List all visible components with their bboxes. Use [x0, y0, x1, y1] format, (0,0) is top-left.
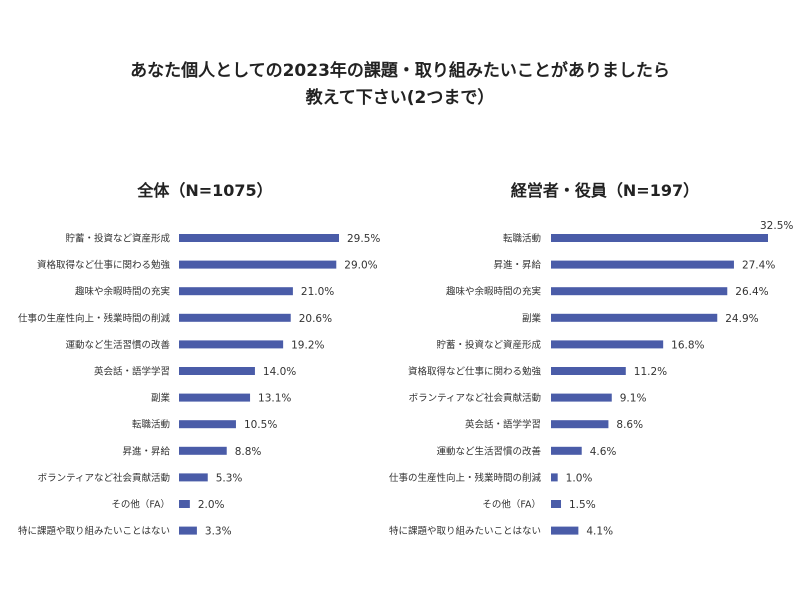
chart-title-executives: 経営者・役員（N=197）: [510, 181, 700, 200]
category-label-overall: 貯蓄・投資など資産形成: [65, 233, 170, 245]
bar-executives: [551, 367, 626, 375]
value-label-overall: 29.5%: [347, 233, 380, 245]
category-label-overall: 運動など生活習慣の改善: [65, 339, 170, 351]
bar-executives: [551, 260, 734, 269]
category-label-overall: 資格取得など仕事に関わる勉強: [37, 259, 171, 271]
bar-executives: [551, 287, 728, 296]
value-label-executives: 4.6%: [590, 446, 617, 458]
bar-executives: [551, 313, 718, 322]
category-label-overall: 趣味や余暇時間の充実: [75, 286, 171, 298]
category-label-executives: その他（FA）: [482, 499, 541, 511]
category-label-executives: 趣味や余暇時間の充実: [446, 286, 542, 298]
category-label-executives: 運動など生活習慣の改善: [436, 445, 541, 457]
bar-executives: [551, 446, 582, 455]
value-label-executives: 32.5%: [760, 220, 793, 232]
category-label-executives: ボランティアなど社会貢献活動: [409, 392, 541, 404]
value-label-executives: 11.2%: [634, 366, 667, 378]
category-label-executives: 昇進・昇給: [493, 259, 541, 271]
main-title-line2: 教えて下さい(2つまで）: [305, 88, 495, 108]
bar-overall: [179, 526, 197, 535]
category-label-overall: 転職活動: [132, 419, 170, 431]
category-label-executives: 英会話・語学学習: [465, 419, 541, 431]
bar-overall: [179, 340, 284, 349]
main-title-line1: あなた個人としての2023年の課題・取り組みたいことがありましたら: [130, 61, 670, 81]
category-label-executives: 仕事の生産性向上・残業時間の削減: [389, 472, 542, 484]
category-label-executives: 資格取得など仕事に関わる勉強: [408, 366, 542, 378]
bar-overall: [179, 287, 293, 296]
bar-overall: [179, 234, 339, 242]
category-label-executives: 特に課題や取り組みたいことはない: [389, 525, 541, 537]
bar-overall: [179, 473, 208, 482]
value-label-overall: 21.0%: [301, 286, 334, 298]
value-label-overall: 29.0%: [344, 260, 377, 272]
category-label-executives: 貯蓄・投資など資産形成: [436, 339, 541, 351]
bar-executives: [551, 234, 768, 242]
value-label-executives: 1.0%: [566, 472, 593, 484]
chart-title-overall: 全体（N=1075）: [137, 181, 273, 200]
bar-executives: [551, 420, 609, 429]
bar-executives: [551, 340, 664, 349]
bar-executives: [551, 500, 562, 508]
value-label-overall: 19.2%: [291, 339, 324, 351]
value-label-overall: 10.5%: [244, 419, 277, 431]
category-label-overall: 副業: [151, 392, 171, 404]
value-label-executives: 27.4%: [742, 260, 775, 272]
bar-overall: [179, 500, 190, 508]
category-label-overall: 特に課題や取り組みたいことはない: [18, 525, 170, 537]
bar-overall: [179, 393, 251, 402]
bar-overall: [179, 260, 337, 269]
category-label-overall: 仕事の生産性向上・残業時間の削減: [18, 312, 171, 324]
category-label-overall: 昇進・昇給: [122, 445, 170, 457]
bar-overall: [179, 420, 236, 429]
value-label-executives: 9.1%: [620, 393, 647, 405]
bar-overall: [179, 313, 291, 322]
value-label-executives: 1.5%: [569, 499, 596, 511]
main-title: あなた個人としての2023年の課題・取り組みたいことがありましたら 教えて下さい(…: [0, 58, 800, 112]
value-label-executives: 16.8%: [671, 339, 704, 351]
value-label-overall: 14.0%: [263, 366, 296, 378]
category-label-overall: ボランティアなど社会貢献活動: [38, 472, 170, 484]
value-label-overall: 5.3%: [216, 472, 243, 484]
value-label-executives: 4.1%: [586, 526, 613, 538]
bar-executives: [551, 393, 612, 402]
value-label-executives: 24.9%: [725, 313, 758, 325]
category-label-overall: その他（FA）: [111, 499, 170, 511]
category-label-overall: 英会話・語学学習: [94, 366, 170, 378]
value-label-overall: 3.3%: [205, 526, 232, 538]
category-label-executives: 転職活動: [503, 233, 541, 245]
value-label-overall: 13.1%: [258, 393, 291, 405]
value-label-overall: 20.6%: [299, 313, 332, 325]
bar-executives: [551, 526, 579, 535]
bar-overall: [179, 367, 255, 375]
value-label-executives: 26.4%: [735, 286, 768, 298]
value-label-overall: 2.0%: [198, 499, 225, 511]
category-label-executives: 副業: [522, 312, 542, 324]
value-label-overall: 8.8%: [235, 446, 262, 458]
value-label-executives: 8.6%: [616, 419, 643, 431]
bar-overall: [179, 446, 227, 455]
bar-executives: [551, 473, 558, 482]
